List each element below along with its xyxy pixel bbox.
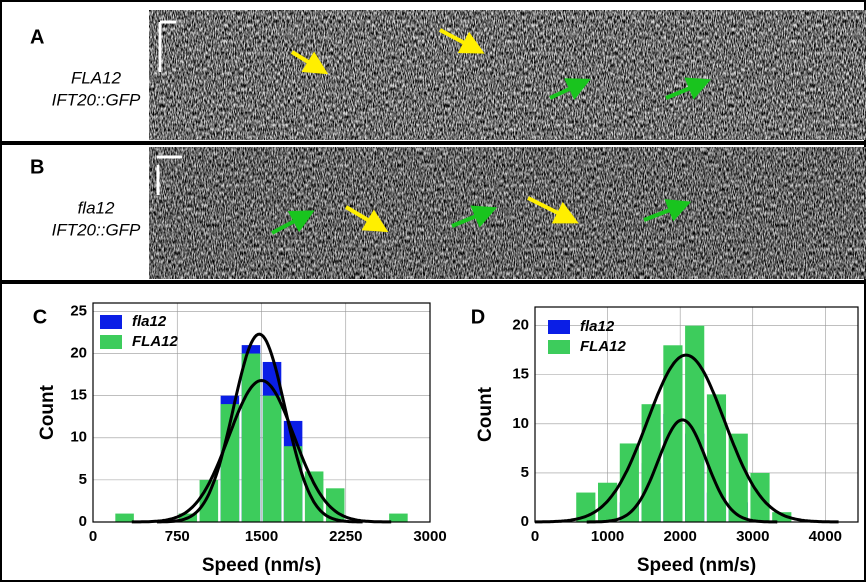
y-tick-label: 15 xyxy=(512,366,529,383)
legend-swatch xyxy=(100,315,122,329)
x-tick-label: 3000 xyxy=(413,528,446,545)
panel-label: B xyxy=(30,156,44,178)
fit-curve xyxy=(157,332,363,524)
legend-label: FLA12 xyxy=(132,333,179,350)
bar xyxy=(663,345,683,522)
bar xyxy=(115,513,134,522)
strain-label: IFT20::GFP xyxy=(52,90,141,109)
bar xyxy=(728,433,748,522)
bar xyxy=(772,512,792,522)
x-tick-label: 2250 xyxy=(329,528,362,545)
bar xyxy=(706,394,727,522)
legend-label: fla12 xyxy=(132,313,167,330)
y-tick-label: 5 xyxy=(79,471,87,488)
panel-label: C xyxy=(33,306,47,328)
legend-label: fla12 xyxy=(580,318,615,335)
plot-frame xyxy=(534,306,859,523)
bar xyxy=(389,513,408,522)
y-tick-label: 10 xyxy=(70,429,87,446)
legend-swatch xyxy=(548,320,570,334)
x-axis-label: Speed (nm/s) xyxy=(637,555,756,576)
x-tick-label: 2000 xyxy=(663,528,696,545)
x-tick-label: 4000 xyxy=(809,528,842,545)
y-tick-label: 10 xyxy=(512,415,529,432)
kymograph-b xyxy=(149,147,866,279)
y-axis-label: Count xyxy=(475,386,496,442)
kymograph-a xyxy=(149,10,866,140)
bar xyxy=(685,325,705,522)
x-tick-label: 1500 xyxy=(245,528,278,545)
bar xyxy=(641,404,661,522)
legend-swatch xyxy=(548,340,570,354)
y-axis-label: Count xyxy=(37,384,58,440)
y-tick-label: 0 xyxy=(521,513,529,530)
y-tick-label: 5 xyxy=(521,464,529,481)
bar xyxy=(220,404,240,522)
bar xyxy=(262,395,282,522)
fit-curve xyxy=(131,378,392,524)
bar xyxy=(241,353,261,522)
plot-frame xyxy=(92,302,431,523)
x-axis-label: Speed (nm/s) xyxy=(202,555,321,576)
strain-label: IFT20::GFP xyxy=(52,220,141,239)
legend-swatch xyxy=(100,335,122,349)
panel-label: A xyxy=(30,26,44,48)
y-tick-label: 0 xyxy=(79,513,87,530)
y-tick-label: 20 xyxy=(70,345,87,362)
fit-curve xyxy=(535,353,839,524)
x-tick-label: 1000 xyxy=(591,528,624,545)
y-tick-label: 25 xyxy=(70,302,87,319)
y-tick-label: 15 xyxy=(70,387,87,404)
strain-label: FLA12 xyxy=(71,68,122,87)
x-tick-label: 0 xyxy=(531,528,539,545)
legend-label: FLA12 xyxy=(580,338,627,355)
bar xyxy=(619,443,639,522)
bar xyxy=(283,446,303,522)
x-tick-label: 750 xyxy=(165,528,190,545)
x-tick-label: 3000 xyxy=(736,528,769,545)
strain-label: fla12 xyxy=(78,198,115,217)
y-tick-label: 20 xyxy=(512,317,529,334)
panel-label: D xyxy=(471,306,485,328)
fit-curve xyxy=(586,418,778,524)
x-tick-label: 0 xyxy=(89,528,97,545)
